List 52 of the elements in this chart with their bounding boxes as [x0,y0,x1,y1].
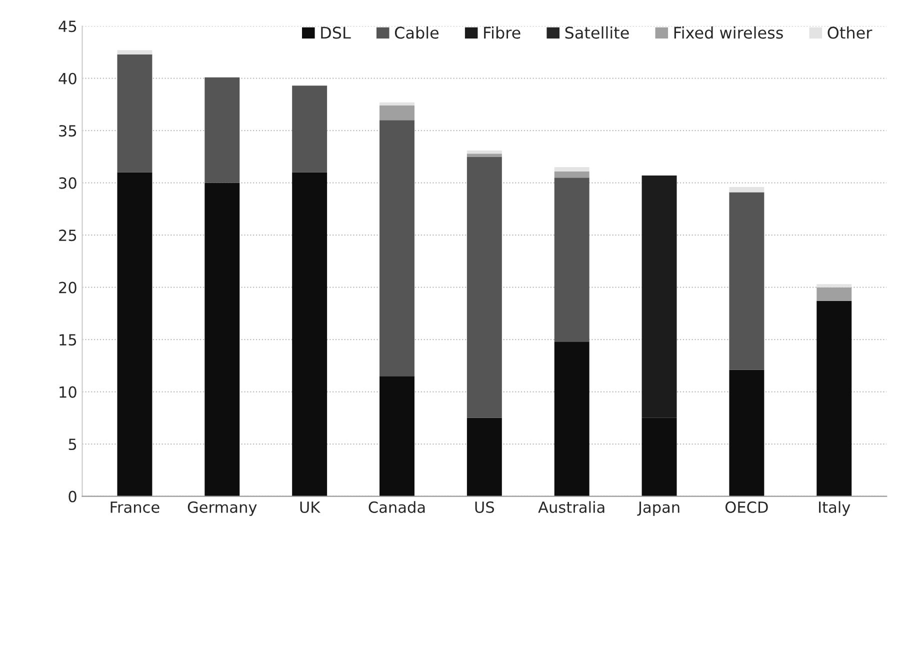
bar [292,86,328,172]
y-tick-label: 15 [60,334,76,346]
bar [554,178,590,342]
bar [554,167,590,172]
bar [642,176,677,418]
bar [466,154,502,157]
bar [554,171,590,178]
bar [816,287,852,301]
legend-label: Other [828,26,872,39]
bar [380,120,414,376]
bar [117,50,152,54]
x-tick-label: Australia [538,501,604,513]
legend-label: Fibre [484,26,520,39]
y-tick-label: 40 [58,72,76,84]
legend-label: Satellite [565,26,629,39]
legend-label: Cable [394,26,439,39]
y-tick-label: 0 [68,490,76,502]
bar [292,172,328,496]
bar [816,300,852,496]
bar [729,370,764,496]
bar [466,156,502,418]
y-tick-label: 25 [59,230,76,242]
x-tick-label: UK [300,502,320,513]
x-tick-label: US [475,501,494,513]
bar [554,342,590,496]
bar [466,418,502,496]
bar [380,376,414,496]
y-tick-label: 20 [59,282,76,294]
bar [729,192,764,370]
bar [117,54,152,172]
bar [380,102,414,106]
x-tick-label: France [110,502,160,513]
y-tick-label: 35 [59,125,76,137]
bar [466,150,502,154]
bar [642,418,677,496]
y-tick-label: 10 [60,386,76,398]
bar [204,77,240,183]
bar [380,106,414,120]
x-tick-label: Italy [819,501,850,516]
y-tick-label: 5 [68,438,76,450]
legend-label: DSL [321,26,351,39]
bar [204,182,240,496]
y-tick-label: 30 [59,177,76,189]
x-tick-label: Canada [368,501,425,513]
x-tick-label: Germany [188,501,257,516]
bar [117,172,152,496]
bar [729,187,764,192]
x-tick-label: Japan [637,502,680,516]
legend-label: Fixed wireless [674,26,783,39]
y-tick-label: 45 [58,20,76,32]
bar [816,284,852,288]
x-tick-label: OECD [726,501,768,513]
